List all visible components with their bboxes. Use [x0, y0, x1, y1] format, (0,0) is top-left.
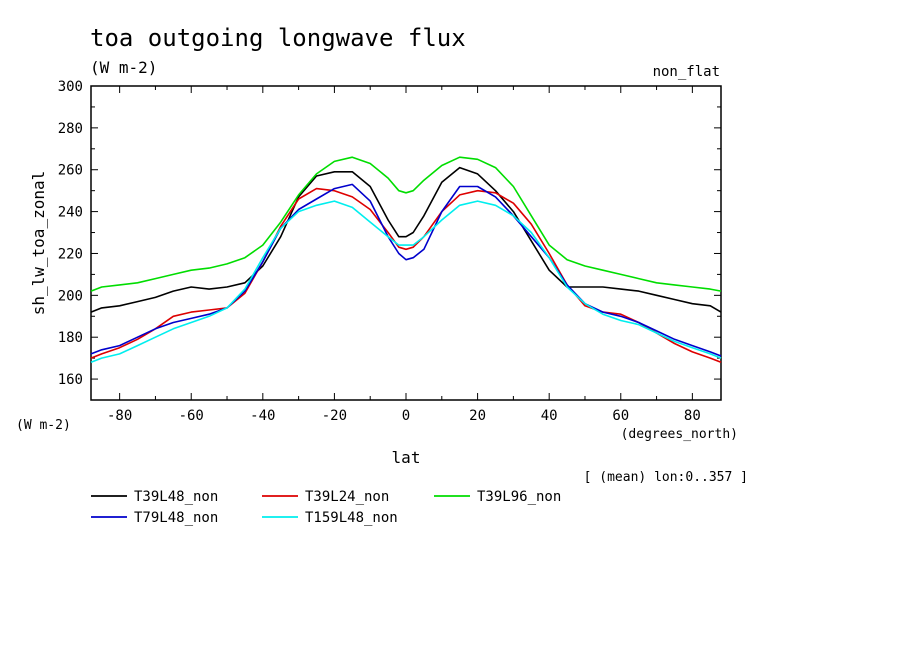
legend-label: T39L96_non [477, 489, 561, 505]
y-tick-label: 300 [58, 79, 83, 95]
series-group [90, 156, 722, 364]
chart-units-label: (W m-2) [90, 58, 157, 77]
y-tick-label: 260 [58, 163, 83, 179]
y-axis-title: sh_lw_toa_zonal [29, 171, 48, 316]
y-tick-label: 180 [58, 330, 83, 346]
series-line-t159l48-non [90, 200, 722, 364]
corner-label: non_flat [653, 64, 720, 80]
legend-label: T39L24_non [305, 489, 389, 505]
y-tick-label: 240 [58, 205, 83, 221]
series-line-t79l48-non [90, 183, 722, 357]
x-tick-label: -80 [107, 408, 132, 424]
footnote: [ (mean) lon:0..357 ] [584, 470, 748, 485]
x-tick-label: 40 [541, 408, 558, 424]
y-tick-label: 220 [58, 246, 83, 262]
x-units-label: (degrees_north) [621, 427, 738, 442]
series-line-t39l48-non [90, 166, 722, 313]
series-line-t39l24-non [90, 187, 722, 364]
y-units-label: (W m-2) [16, 418, 71, 433]
legend-label: T159L48_non [305, 510, 398, 526]
legend-label: T79L48_non [134, 510, 218, 526]
x-axis-title: lat [392, 448, 421, 467]
chart-title: toa outgoing longwave flux [90, 24, 466, 52]
x-tick-label: 60 [612, 408, 629, 424]
plot-frame [90, 85, 722, 401]
legend: T39L48_non T39L24_non T39L96_non T79L48_non… [91, 489, 561, 526]
y-axis: 160 180 200 220 240 260 280 300 [58, 79, 721, 401]
x-axis: -80 -60 -40 -20 0 20 40 60 80 [107, 86, 701, 424]
x-tick-label: 80 [684, 408, 701, 424]
y-tick-label: 280 [58, 121, 83, 137]
y-tick-label: 160 [58, 372, 83, 388]
x-tick-label: -20 [322, 408, 347, 424]
x-tick-label: 0 [402, 408, 410, 424]
x-tick-label: 20 [469, 408, 486, 424]
x-tick-label: -40 [250, 408, 275, 424]
y-tick-label: 200 [58, 288, 83, 304]
series-line-t39l96-non [90, 156, 722, 292]
legend-label: T39L48_non [134, 489, 218, 505]
x-tick-label: -60 [179, 408, 204, 424]
